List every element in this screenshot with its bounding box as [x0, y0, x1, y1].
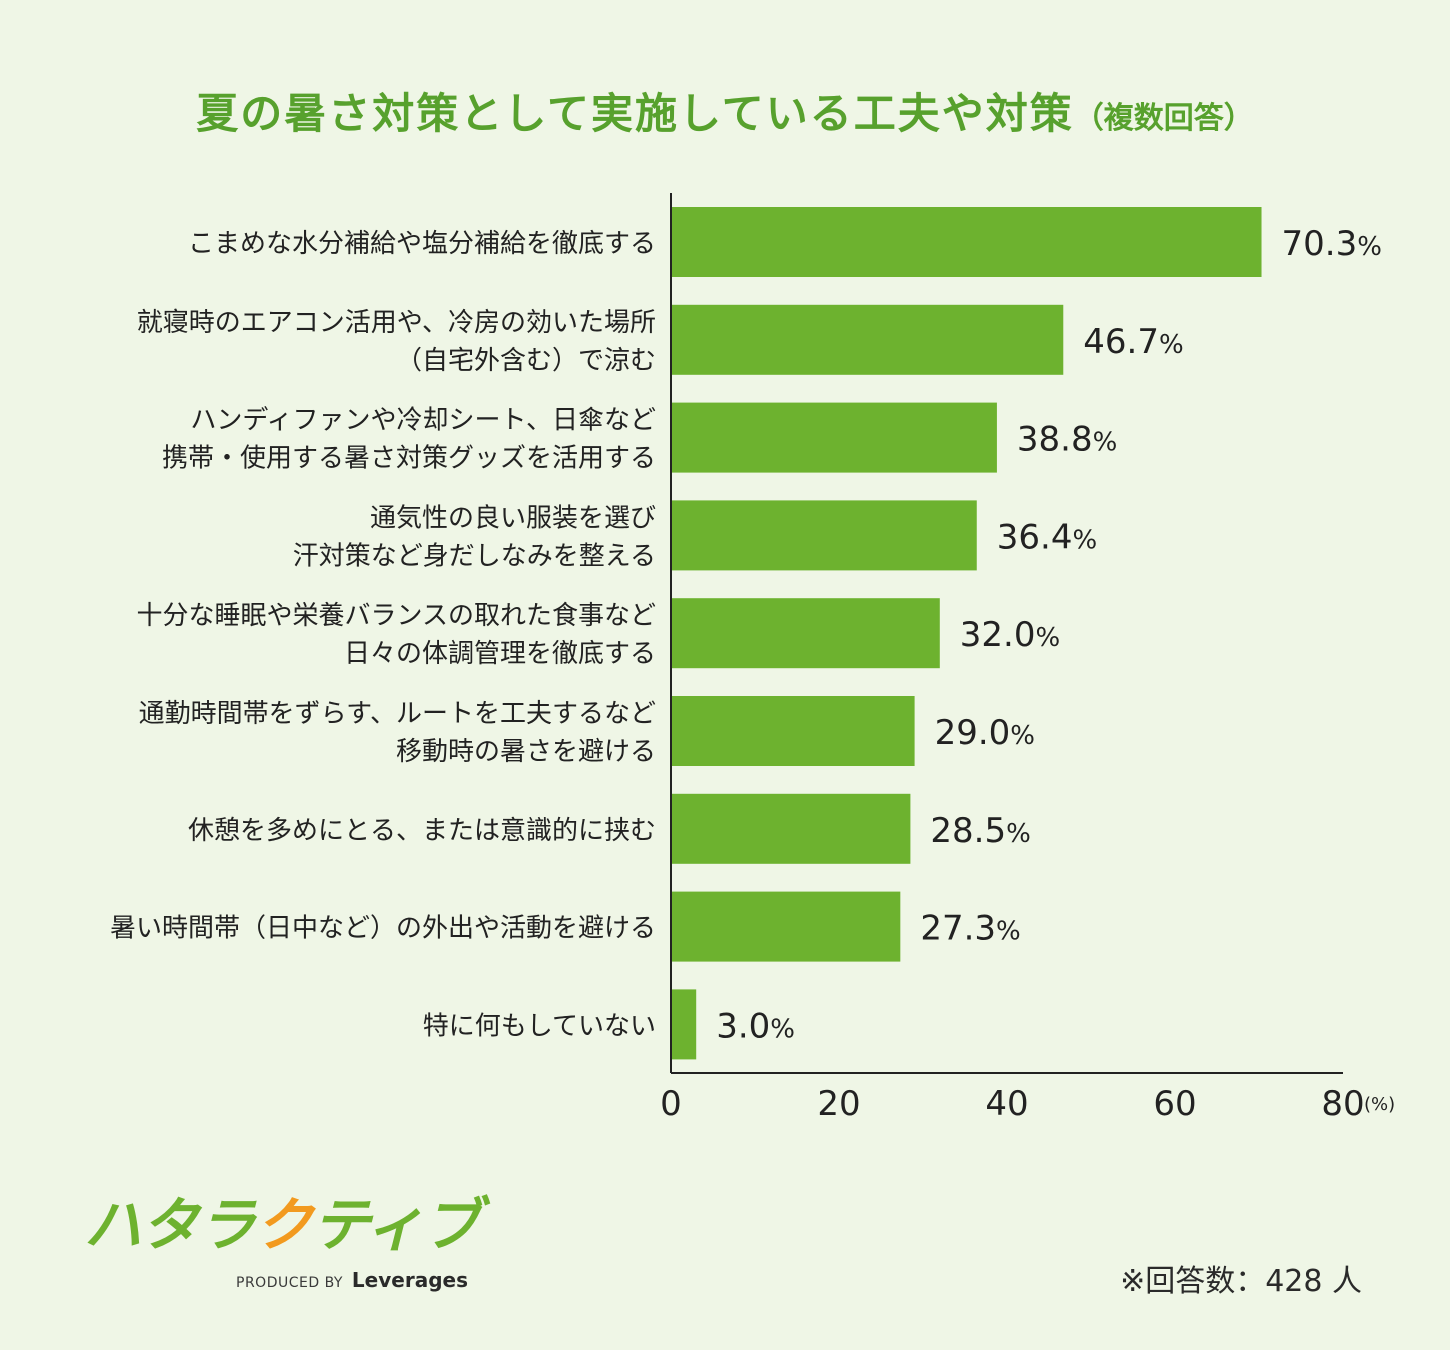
value-number: 28.5: [930, 811, 1006, 851]
x-unit-label: (%): [1364, 1094, 1395, 1115]
value-suffix: %: [1159, 330, 1184, 360]
value-suffix: %: [1006, 819, 1031, 849]
logo-glyph: ブ: [422, 1191, 481, 1259]
category-label: 携帯・使用する暑さ対策グッズを活用する: [162, 444, 656, 474]
bar: [671, 793, 911, 864]
category-label: ハンディファンや冷却シート、日傘など: [190, 406, 656, 436]
category-label: 十分な睡眠や栄養バランスの取れた食事など: [137, 601, 656, 631]
value-number: 46.7: [1083, 322, 1159, 362]
value-number: 32.0: [960, 615, 1036, 655]
bar: [671, 402, 997, 473]
bar-chart: 70.3% こまめな水分補給や塩分補給を徹底する 46.7% 就寝時のエアコン活用や、…: [110, 193, 1395, 1124]
bar: [671, 207, 1262, 277]
value-suffix: %: [1357, 232, 1382, 262]
value-label: 29.0%: [935, 713, 1035, 753]
value-label: 28.5%: [930, 811, 1030, 851]
chart-title-main: 夏の暑さ対策として実施している工夫や対策: [196, 89, 1074, 138]
value-number: 70.3: [1282, 224, 1358, 264]
value-number: 36.4: [997, 517, 1073, 557]
value-number: 38.8: [1017, 420, 1093, 460]
category-label: こまめな水分補給や塩分補給を徹底する: [188, 229, 656, 259]
value-number: 27.3: [920, 909, 996, 949]
category-label: 移動時の暑さを避ける: [396, 737, 656, 767]
category-label: 通気性の良い服装を選び: [370, 503, 656, 533]
x-tick-label: 80: [1321, 1084, 1364, 1124]
value-label: 46.7%: [1083, 322, 1183, 362]
value-suffix: %: [1036, 623, 1061, 653]
value-label: 27.3%: [920, 909, 1020, 949]
bar: [671, 891, 901, 962]
x-tick-label: 20: [817, 1084, 860, 1124]
x-tick-label: 60: [1153, 1084, 1196, 1124]
logo-glyph: ィ: [365, 1191, 424, 1259]
produced-by: PRODUCED BY Leverages: [236, 1268, 468, 1292]
category-label: 休憩を多めにとる、または意識的に挟む: [188, 816, 656, 846]
logo-glyph: タ: [141, 1191, 199, 1259]
value-suffix: %: [996, 917, 1021, 947]
value-number: 29.0: [935, 713, 1011, 753]
category-label: 就寝時のエアコン活用や、冷房の効いた場所: [137, 308, 656, 338]
value-suffix: %: [1010, 721, 1035, 751]
x-tick-label: 0: [660, 1084, 682, 1124]
category-label: （自宅外含む）で涼む: [396, 346, 656, 376]
logo-glyph: ラ: [198, 1191, 256, 1259]
value-label: 38.8%: [1017, 420, 1117, 460]
value-label: 70.3%: [1282, 224, 1382, 264]
logo-glyph: ク: [255, 1191, 313, 1259]
category-label: 日々の体調管理を徹底する: [344, 639, 656, 669]
chart-title: 夏の暑さ対策として実施している工夫や対策（複数回答）: [0, 80, 1450, 141]
value-label: 36.4%: [997, 517, 1097, 557]
value-suffix: %: [1072, 525, 1097, 555]
bar: [671, 989, 697, 1060]
company-name: Leverages: [351, 1268, 468, 1292]
bar: [671, 500, 977, 571]
logo-glyph: ハ: [84, 1191, 142, 1259]
value-suffix: %: [770, 1014, 795, 1044]
value-number: 3.0: [716, 1006, 770, 1046]
value-label: 3.0%: [716, 1006, 795, 1046]
logo: ハタラクティブ: [84, 1196, 481, 1254]
value-suffix: %: [1093, 428, 1118, 458]
produced-by-label: PRODUCED BY: [236, 1275, 343, 1291]
category-label: 汗対策など身だしなみを整える: [293, 541, 656, 571]
value-label: 32.0%: [960, 615, 1060, 655]
bar: [671, 304, 1064, 375]
bar: [671, 598, 940, 669]
category-label: 暑い時間帯（日中など）の外出や活動を避ける: [110, 914, 656, 944]
chart-title-sub: （複数回答）: [1073, 101, 1254, 136]
respondent-count: ※回答数：428 人: [1120, 1264, 1362, 1299]
category-label: 通勤時間帯をずらす、ルートを工夫するなど: [139, 699, 656, 729]
x-tick-label: 40: [985, 1084, 1028, 1124]
logo-glyph: テ: [312, 1191, 367, 1259]
bar: [671, 696, 915, 766]
category-label: 特に何もしていない: [423, 1011, 656, 1041]
